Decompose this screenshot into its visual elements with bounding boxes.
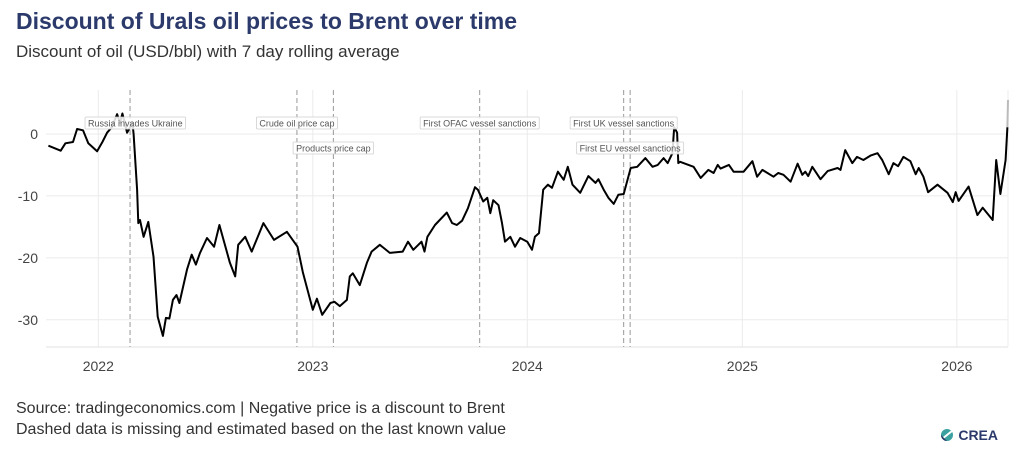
crea-logo-text: CREA	[958, 427, 998, 443]
event-label: Crude oil price cap	[259, 119, 334, 129]
x-tick-label: 2024	[512, 358, 543, 374]
event-label: Russia invades Ukraine	[88, 119, 183, 129]
estimated-series-line	[1006, 99, 1009, 128]
x-tick-label: 2025	[727, 358, 758, 374]
x-tick-label: 2022	[83, 358, 114, 374]
crea-logo: CREA	[940, 427, 998, 443]
event-label: First EU vessel sanctions	[580, 144, 682, 154]
event-label: First UK vessel sanctions	[573, 119, 675, 129]
method-caption: Dashed data is missing and estimated bas…	[16, 421, 507, 438]
y-tick-label: -10	[18, 188, 38, 204]
event-label: Products price cap	[296, 144, 371, 154]
y-tick-label: -20	[18, 250, 38, 266]
chart-subtitle: Discount of oil (USD/bbl) with 7 day rol…	[16, 42, 400, 61]
x-tick-label: 2026	[941, 358, 972, 374]
event-label-box	[569, 116, 678, 130]
discount-series-line	[48, 112, 1009, 337]
source-caption: Source: tradingeconomics.com | Negative …	[16, 400, 505, 417]
event-label-box	[419, 116, 540, 130]
chart-title: Discount of Urals oil prices to Brent ov…	[16, 8, 517, 34]
event-label: First OFAC vessel sanctions	[423, 119, 537, 129]
x-tick-label: 2023	[297, 358, 328, 374]
event-label-box	[292, 141, 375, 155]
event-label-box	[576, 141, 685, 155]
event-label-box	[84, 116, 186, 130]
y-tick-label: 0	[30, 126, 38, 142]
y-tick-label: -30	[18, 312, 38, 328]
crea-logo-icon	[941, 429, 954, 441]
event-label-box	[256, 116, 338, 130]
